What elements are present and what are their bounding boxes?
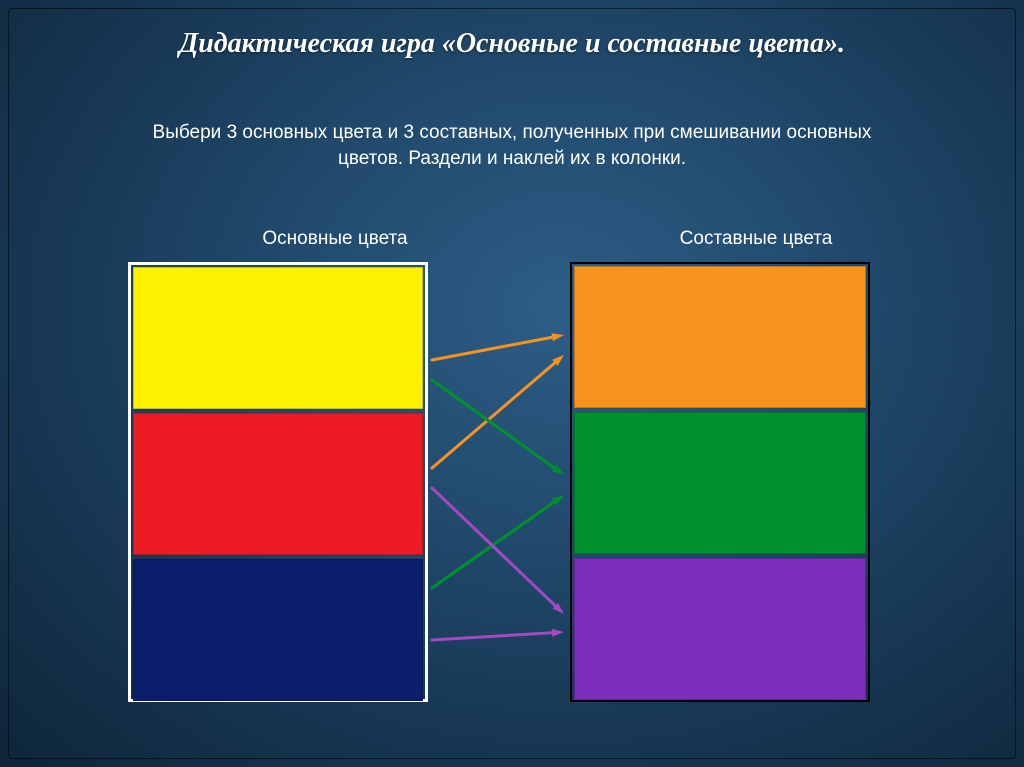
right-swatch <box>574 266 866 408</box>
arrow-line <box>432 499 558 588</box>
left-swatch <box>133 413 423 555</box>
right-column-heading: Составные цвета <box>606 228 906 250</box>
arrow-head-icon <box>552 495 564 505</box>
left-swatch <box>133 559 423 701</box>
right-swatch <box>574 558 866 700</box>
slide-subtitle: Выбери 3 основных цвета и 3 составных, п… <box>60 120 964 171</box>
arrow-head-icon <box>551 333 564 341</box>
left-swatch <box>133 267 423 409</box>
left-column-heading: Основные цвета <box>185 228 485 250</box>
arrow-line <box>432 632 557 640</box>
arrow-head-icon <box>552 355 564 366</box>
subtitle-line-1: Выбери 3 основных цвета и 3 составных, п… <box>153 122 872 143</box>
slide-title: Дидактическая игра «Основные и составные… <box>0 28 1024 60</box>
arrow-line <box>432 360 559 468</box>
arrow-head-icon <box>552 629 564 637</box>
arrow-line <box>432 488 559 609</box>
slide: Дидактическая игра «Основные и составные… <box>0 0 1024 767</box>
arrow-head-icon <box>552 465 564 475</box>
arrow-head-icon <box>553 603 564 614</box>
arrow-line <box>432 336 557 360</box>
right-swatch <box>574 412 866 554</box>
subtitle-line-2: цветов. Раздели и наклей их в колонки. <box>338 148 686 169</box>
arrow-line <box>432 380 558 471</box>
